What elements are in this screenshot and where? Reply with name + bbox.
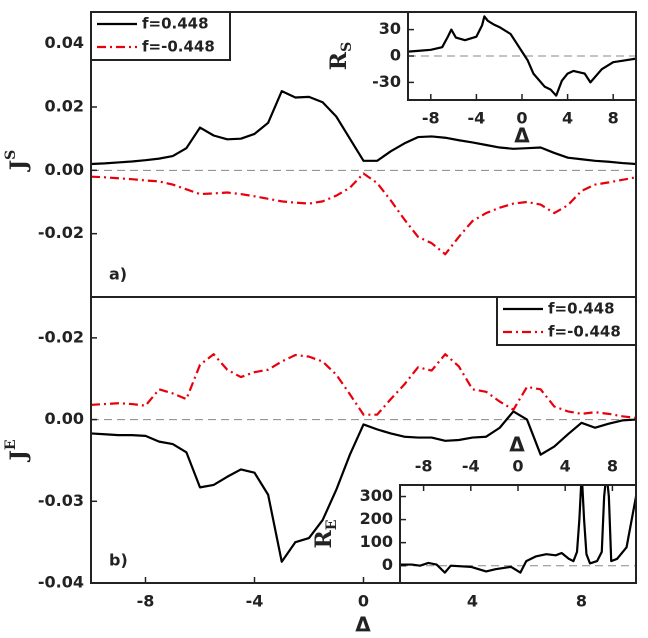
y-axis-label-main: J [6,450,32,462]
plot-area [400,485,636,583]
x-axis-label: Δ [509,433,525,457]
y-axis-label-sub: S [339,42,355,52]
x-tick-label: 0 [516,109,527,128]
plot-area [408,12,636,100]
x-axis-label: Δ [355,613,371,637]
legend-label: f=0.448 [142,15,209,33]
y-axis-label-main: R [326,51,352,70]
x-tick-label: 4 [560,457,571,476]
y-tick-label: 0.02 [45,97,84,116]
y-tick-label: 30 [379,19,401,38]
y-tick-label: -0.03 [38,491,84,510]
data-line [91,353,636,420]
x-tick-label: 4 [562,109,573,128]
y-axis-label: RE [311,520,340,549]
y-axis-label-main: R [311,529,337,548]
y-tick-label: 0.04 [45,33,84,52]
x-axis-label: Δ [514,124,530,148]
legend-box [496,296,637,346]
y-axis-label-main: J [6,160,32,172]
y-tick-label: -0.04 [38,573,84,592]
x-tick-label: 8 [608,109,619,128]
x-tick-label: -8 [422,109,440,128]
legend-label: f=0.448 [548,300,615,318]
y-axis-label-sup: E [3,439,19,450]
y-axis-label-sub: E [324,520,340,531]
y-axis-label: JE [3,439,32,462]
x-tick-label: -8 [415,457,433,476]
x-tick-label: 4 [467,592,478,611]
y-tick-label: 0 [390,46,401,65]
data-line [91,90,636,166]
legend-box [90,11,231,61]
x-tick-label: -4 [468,109,486,128]
x-tick-label: -8 [137,592,155,611]
panel-label: a) [109,265,127,284]
y-tick-label: 100 [360,532,393,551]
y-tick-label: -30 [372,72,401,91]
y-tick-label: -0.02 [38,223,84,242]
plot-frame [90,296,637,584]
legend-label: f=-0.448 [548,323,621,341]
data-line [400,485,636,574]
x-tick-label: 8 [576,592,587,611]
data-line [91,410,636,563]
x-tick-label: 0 [358,592,369,611]
x-tick-label: 0 [512,457,523,476]
data-line [91,172,636,256]
panel-label: b) [109,551,128,570]
x-tick-label: -4 [462,457,480,476]
data-line [408,15,636,97]
y-tick-label: -0.02 [38,327,84,346]
x-tick-label: 8 [607,457,618,476]
y-tick-label: 0 [382,555,393,574]
y-tick-label: 300 [360,486,393,505]
y-tick-label: 0.00 [45,409,84,428]
y-axis-label: RS [326,42,355,70]
y-axis-label: JS [3,150,32,173]
x-tick-label: -4 [246,592,264,611]
y-tick-label: 0.00 [45,160,84,179]
y-tick-label: 200 [360,509,393,528]
plot-frame [399,484,637,584]
legend-label: f=-0.448 [142,38,215,56]
y-axis-label-sup: S [3,150,19,160]
plot-frame [407,11,637,101]
